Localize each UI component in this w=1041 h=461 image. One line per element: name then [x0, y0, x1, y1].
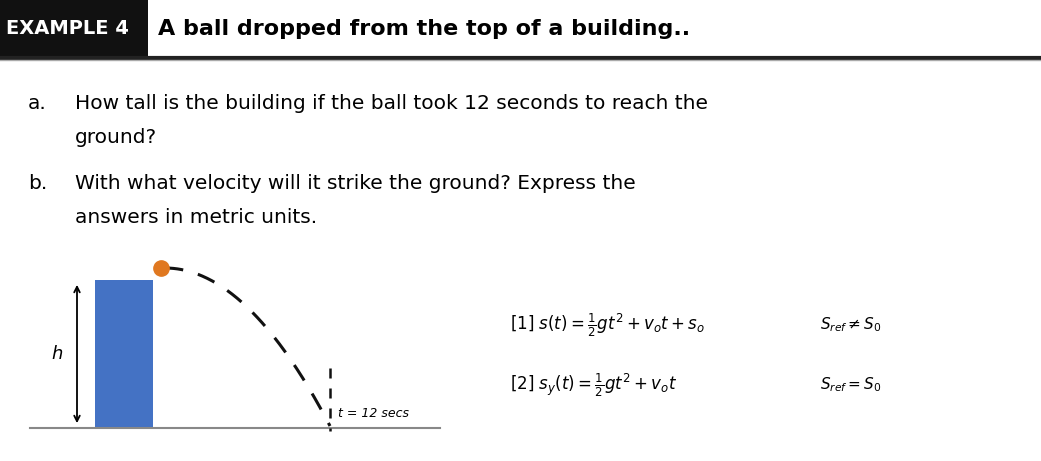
- Text: With what velocity will it strike the ground? Express the: With what velocity will it strike the gr…: [75, 174, 636, 193]
- Bar: [0, 0, 148, 58]
- Text: A ball dropped from the top of a building..: A ball dropped from the top of a buildin…: [158, 19, 690, 39]
- Text: [2] $s_y(t) = \frac{1}{2}gt^2 + v_ot$: [2] $s_y(t) = \frac{1}{2}gt^2 + v_ot$: [510, 371, 678, 399]
- Text: How tall is the building if the ball took 12 seconds to reach the: How tall is the building if the ball too…: [75, 94, 708, 113]
- Bar: [95, 280, 153, 428]
- Text: t = 12 secs: t = 12 secs: [338, 407, 409, 420]
- Text: $S_{ref} = S_0$: $S_{ref} = S_0$: [820, 376, 882, 394]
- Text: [1] $s(t) = \frac{1}{2}gt^2 + v_ot + s_o$: [1] $s(t) = \frac{1}{2}gt^2 + v_ot + s_o…: [510, 311, 705, 339]
- Text: answers in metric units.: answers in metric units.: [75, 208, 318, 227]
- Text: h: h: [51, 345, 62, 363]
- Text: b.: b.: [28, 174, 47, 193]
- Text: EXAMPLE 4: EXAMPLE 4: [6, 19, 129, 39]
- Text: $S_{ref} \neq S_0$: $S_{ref} \neq S_0$: [820, 316, 882, 334]
- Text: ground?: ground?: [75, 128, 157, 147]
- Text: a.: a.: [28, 94, 47, 113]
